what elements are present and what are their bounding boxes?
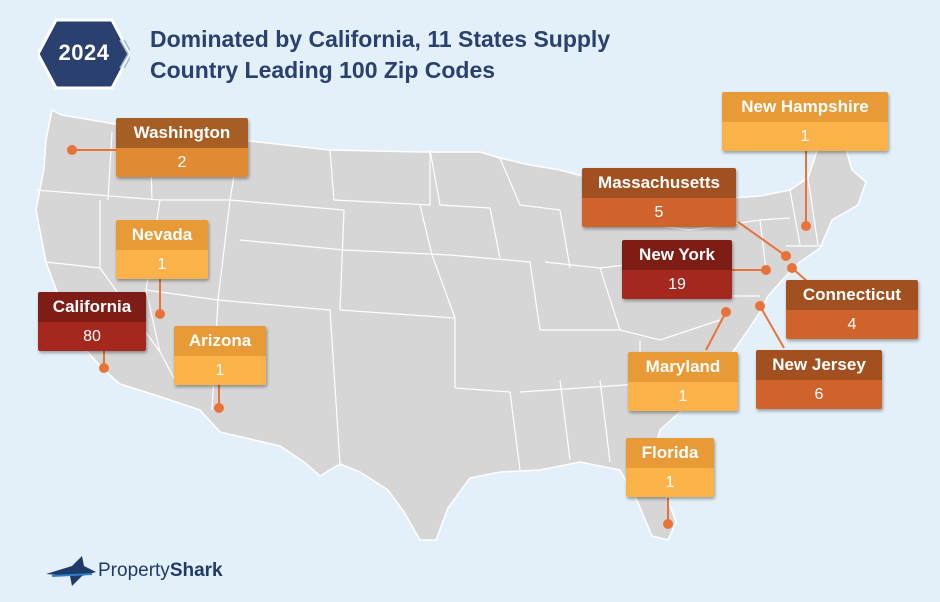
state-count: 1 bbox=[722, 122, 888, 151]
brand-regular: Property bbox=[98, 560, 170, 581]
marker-florida bbox=[663, 519, 673, 529]
marker-new-york bbox=[761, 265, 771, 275]
state-name: Nevada bbox=[116, 220, 208, 250]
state-name: California bbox=[38, 292, 146, 322]
title-line-2: Country Leading 100 Zip Codes bbox=[150, 57, 496, 83]
state-card-nevada: Nevada 1 bbox=[116, 220, 208, 279]
marker-california bbox=[99, 363, 109, 373]
marker-new-hampshire bbox=[801, 221, 811, 231]
marker-connecticut bbox=[787, 263, 797, 273]
brand-logo: PropertyShark bbox=[98, 560, 223, 582]
state-count: 2 bbox=[116, 148, 248, 177]
state-name: Massachusetts bbox=[582, 168, 736, 198]
year-badge-label: 2024 bbox=[58, 40, 110, 65]
state-card-massachusetts: Massachusetts 5 bbox=[582, 168, 736, 227]
leader-maryland bbox=[705, 311, 727, 351]
state-count: 80 bbox=[38, 322, 146, 351]
state-card-maryland: Maryland 1 bbox=[628, 352, 738, 411]
leader-massachusetts bbox=[737, 221, 787, 257]
state-count: 19 bbox=[622, 270, 732, 299]
marker-maryland bbox=[721, 307, 731, 317]
marker-new-jersey bbox=[755, 301, 765, 311]
state-name: Maryland bbox=[628, 352, 738, 382]
state-card-arizona: Arizona 1 bbox=[174, 326, 266, 385]
leader-new-jersey bbox=[759, 305, 785, 349]
marker-massachusetts bbox=[781, 251, 791, 261]
marker-nevada bbox=[155, 309, 165, 319]
page-title: Dominated by California, 11 States Suppl… bbox=[150, 24, 710, 86]
state-card-washington: Washington 2 bbox=[116, 118, 248, 177]
state-count: 1 bbox=[116, 250, 208, 279]
state-count: 6 bbox=[756, 380, 882, 409]
state-name: New Hampshire bbox=[722, 92, 888, 122]
state-card-florida: Florida 1 bbox=[626, 438, 714, 497]
state-name: New Jersey bbox=[756, 350, 882, 380]
year-badge bbox=[38, 18, 130, 90]
hexagon-shape bbox=[38, 18, 130, 90]
state-count: 4 bbox=[786, 310, 918, 339]
state-card-connecticut: Connecticut 4 bbox=[786, 280, 918, 339]
shark-icon bbox=[46, 556, 96, 586]
state-card-new-jersey: New Jersey 6 bbox=[756, 350, 882, 409]
state-name: New York bbox=[622, 240, 732, 270]
state-name: Connecticut bbox=[786, 280, 918, 310]
state-count: 1 bbox=[626, 468, 714, 497]
state-card-new-hampshire: New Hampshire 1 bbox=[722, 92, 888, 151]
state-name: Arizona bbox=[174, 326, 266, 356]
state-name: Washington bbox=[116, 118, 248, 148]
state-count: 5 bbox=[582, 198, 736, 227]
state-card-new-york: New York 19 bbox=[622, 240, 732, 299]
state-card-california: California 80 bbox=[38, 292, 146, 351]
title-line-1: Dominated by California, 11 States Suppl… bbox=[150, 26, 611, 52]
state-count: 1 bbox=[174, 356, 266, 385]
brand-bold: Shark bbox=[169, 560, 223, 581]
state-name: Florida bbox=[626, 438, 714, 468]
marker-washington bbox=[67, 145, 77, 155]
chevron-right-icon bbox=[119, 39, 129, 69]
state-count: 1 bbox=[628, 382, 738, 411]
marker-arizona bbox=[214, 403, 224, 413]
